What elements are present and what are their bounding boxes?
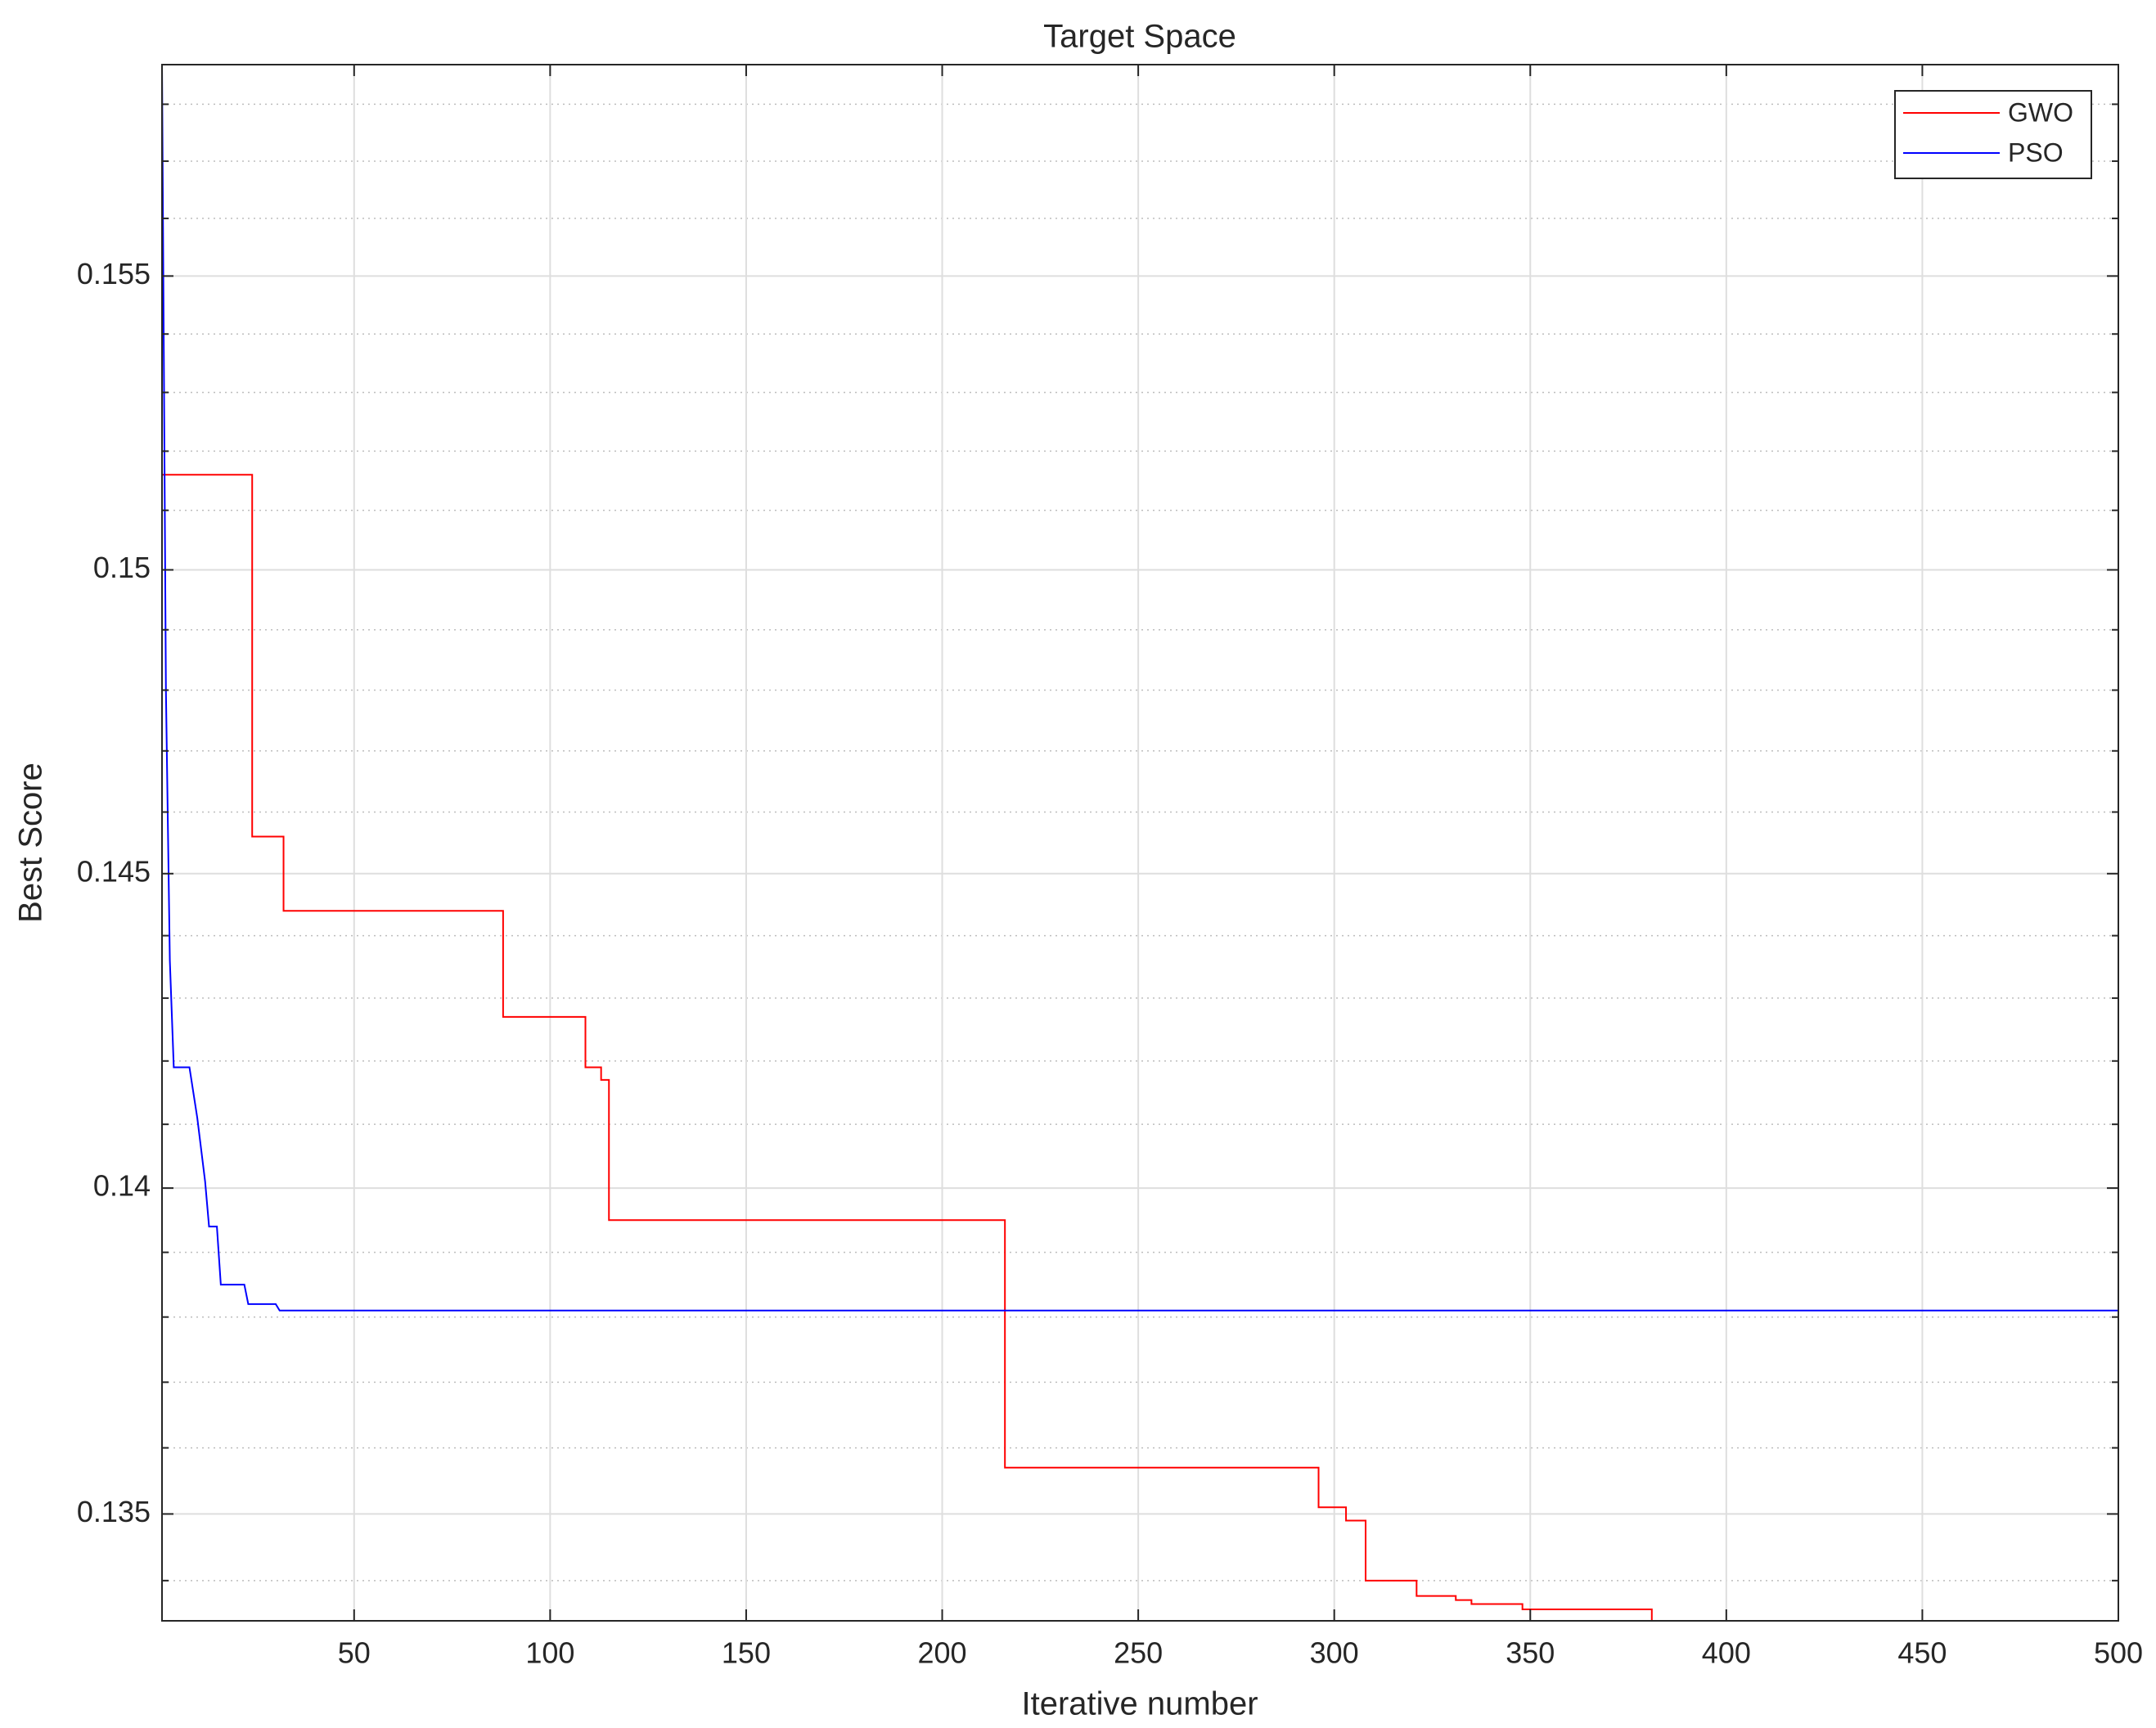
legend-label: GWO [2008, 97, 2073, 127]
series-line [162, 65, 2118, 1312]
x-tick-label: 400 [1702, 1636, 1751, 1670]
y-tick-label: 0.145 [77, 854, 151, 888]
x-tick-label: 300 [1310, 1636, 1359, 1670]
x-tick-label: 450 [1897, 1636, 1947, 1670]
y-tick-label: 0.15 [93, 551, 151, 584]
y-tick-label: 0.135 [77, 1495, 151, 1528]
x-tick-label: 250 [1114, 1636, 1163, 1670]
x-tick-label: 500 [2094, 1636, 2143, 1670]
x-tick-label: 200 [917, 1636, 966, 1670]
grid [162, 65, 2119, 1621]
legend-label: PSO [2008, 137, 2064, 167]
x-tick-label: 100 [525, 1636, 574, 1670]
chart-title: Target Space [1043, 19, 1236, 55]
y-tick-label: 0.155 [77, 257, 151, 290]
axes-box [161, 64, 2119, 1622]
legend-box [1894, 90, 2092, 179]
legend: GWO PSO [1894, 90, 2092, 179]
ticks: 0.135 0.14 0.145 0.15 0.155 50 100 150 200 250 300… [77, 65, 2143, 1670]
x-tick-label: 350 [1506, 1636, 1555, 1670]
plot-area [162, 65, 2118, 1621]
x-tick-label: 150 [722, 1636, 771, 1670]
x-axis-label: Iterative number [1021, 1686, 1258, 1722]
x-tick-label: 50 [338, 1636, 371, 1670]
series-line [162, 474, 2118, 1621]
lines [162, 65, 2118, 1621]
y-axis-label: Best Score [13, 763, 49, 923]
y-tick-label: 0.14 [93, 1169, 151, 1203]
